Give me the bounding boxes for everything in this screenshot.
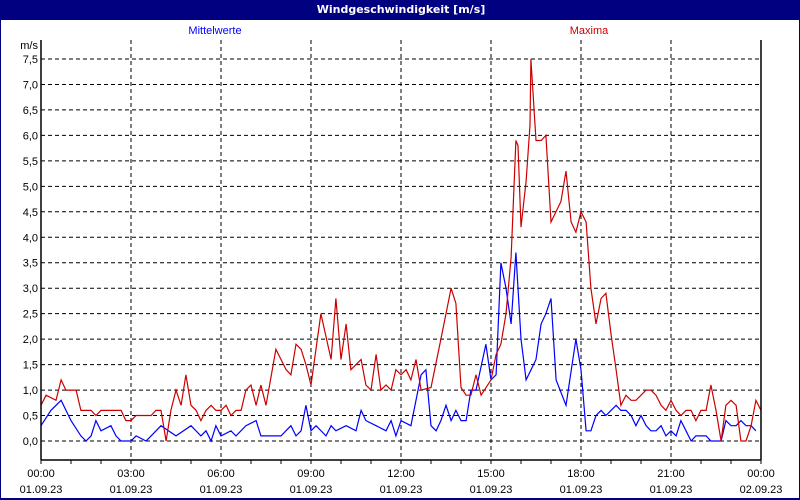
- x-tick-time: 00:00: [747, 468, 775, 480]
- x-tick-time: 09:00: [297, 468, 325, 480]
- x-tick-time: 18:00: [567, 468, 595, 480]
- x-tick-date: 01.09.23: [290, 484, 333, 496]
- x-tick-time: 12:00: [387, 468, 415, 480]
- x-tick-date: 01.09.23: [470, 484, 513, 496]
- x-tick-date: 02.09.23: [740, 484, 783, 496]
- x-tick-date: 01.09.23: [200, 484, 243, 496]
- x-tick-date: 01.09.23: [110, 484, 153, 496]
- y-tick-label: 2,5: [23, 309, 38, 321]
- y-tick-label: 6,0: [23, 130, 38, 142]
- y-tick-label: 6,5: [23, 105, 38, 117]
- y-tick-label: 4,5: [23, 207, 38, 219]
- x-tick-date: 01.09.23: [20, 484, 63, 496]
- y-tick-label: 3,5: [23, 258, 38, 270]
- x-tick-date: 01.09.23: [560, 484, 603, 496]
- y-tick-label: 5,0: [23, 181, 38, 193]
- window-title: Windgeschwindigkeit [m/s]: [1, 0, 799, 20]
- x-tick-time: 00:00: [27, 468, 55, 480]
- y-tick-label: 1,5: [23, 360, 38, 372]
- x-tick-date: 01.09.23: [380, 484, 423, 496]
- legend-maxima: Maxima: [570, 25, 609, 37]
- y-tick-label: 1,0: [23, 385, 38, 397]
- x-tick-date: 01.09.23: [650, 484, 693, 496]
- y-tick-label: 5,5: [23, 156, 38, 168]
- series-line-maxima: [40, 58, 762, 442]
- series-line-mittelwerte: [40, 252, 757, 443]
- y-tick-label: 3,0: [23, 283, 38, 295]
- y-tick-label: 2,0: [23, 334, 38, 346]
- y-tick-label: 0,5: [23, 411, 38, 423]
- y-tick-label: 4,0: [23, 232, 38, 244]
- x-tick-time: 15:00: [477, 468, 505, 480]
- y-tick-label: 7,0: [23, 79, 38, 91]
- y-tick-label: 0,0: [23, 436, 38, 448]
- x-tick-time: 06:00: [207, 468, 235, 480]
- legend-mittelwerte: Mittelwerte: [188, 25, 241, 37]
- x-tick-time: 03:00: [117, 468, 145, 480]
- x-tick-time: 21:00: [657, 468, 685, 480]
- y-axis-label: m/s: [20, 40, 38, 52]
- y-tick-label: 7,5: [23, 54, 38, 66]
